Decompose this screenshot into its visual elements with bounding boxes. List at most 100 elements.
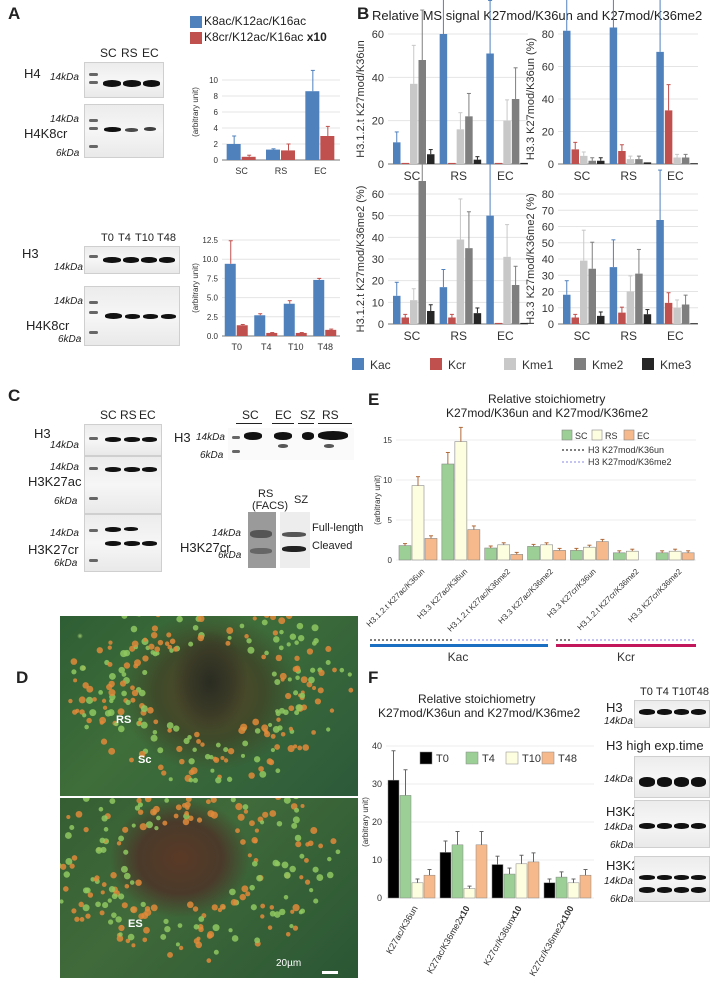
blot-label-h3k27cr-right: H3K27cr (180, 540, 231, 555)
bar (484, 547, 498, 561)
bar (511, 99, 520, 164)
bar (465, 116, 473, 164)
cell-nucleus (198, 916, 205, 922)
cell-nucleus (121, 690, 127, 697)
blot-label-h3k27cr: H3K27cr (28, 542, 79, 557)
mw-14kda: 14kDa (50, 72, 79, 83)
cell-nucleus (82, 798, 90, 802)
cell-nucleus (142, 669, 148, 676)
cell-nucleus (103, 827, 109, 832)
cell-nucleus (154, 826, 159, 831)
cell-nucleus (261, 619, 268, 626)
bar (612, 552, 626, 561)
cell-nucleus (163, 918, 169, 925)
bar (305, 91, 320, 160)
cell-nucleus (194, 731, 200, 738)
blot-label-h4: H4 (24, 66, 41, 81)
cell-nucleus (157, 747, 164, 754)
cell-nucleus (83, 826, 89, 833)
bar (681, 304, 690, 324)
cell-nucleus (283, 871, 291, 879)
y-tick-label: 60 (542, 222, 554, 234)
cell-nucleus (169, 648, 174, 653)
cell-nucleus (129, 757, 134, 763)
cell-nucleus (100, 890, 105, 895)
bar (463, 888, 476, 899)
chart-e-title: Relative stoichiometry (488, 392, 606, 406)
cell-nucleus (78, 901, 84, 908)
y-tick-label: 0 (378, 319, 384, 331)
x-tick-label: RS (620, 329, 637, 343)
bar (583, 546, 596, 561)
chart-a-bottom: 0.0 2.5 5.0 7.5 10.0 12.5 (arbitrary unit) T0 T4… (191, 236, 340, 352)
cell-nucleus (304, 879, 311, 885)
cell-nucleus (63, 886, 69, 892)
cell-nucleus (261, 654, 266, 660)
cell-nucleus (230, 899, 238, 906)
cell-nucleus (226, 627, 234, 635)
cell-nucleus (254, 728, 261, 734)
cell-nucleus (95, 901, 101, 908)
cell-nucleus (98, 690, 104, 695)
bar (399, 795, 412, 899)
cell-nucleus (111, 893, 118, 900)
blot-h4 (84, 62, 164, 98)
bar (588, 268, 596, 324)
label-sz: SZ (294, 494, 309, 506)
cell-nucleus (294, 834, 302, 842)
cell-nucleus (101, 882, 107, 887)
cell-nucleus (294, 640, 299, 645)
legend-swatch (352, 358, 364, 370)
cell-nucleus (60, 863, 67, 870)
bar (410, 300, 418, 324)
cell-nucleus (157, 639, 164, 646)
cell-nucleus (192, 906, 199, 912)
lane-ec: EC (275, 408, 292, 422)
legend-swatch (642, 358, 654, 370)
cell-nucleus (326, 871, 334, 879)
group-bar-kcr (556, 644, 696, 647)
cell-nucleus (69, 863, 75, 869)
legend-label: Kcr (448, 358, 466, 372)
cell-nucleus (119, 680, 127, 687)
cell-nucleus (184, 811, 189, 816)
cell-nucleus (130, 697, 136, 703)
bar (563, 294, 571, 324)
cell-nucleus (120, 865, 128, 873)
y-tick-label: 10 (372, 297, 384, 309)
bar (439, 287, 448, 324)
cell-nucleus (188, 758, 195, 765)
legend-swatch-k8cr (190, 32, 202, 44)
legend-swatch (465, 751, 479, 765)
cell-nucleus (131, 640, 139, 648)
cell-nucleus (137, 802, 143, 808)
cell-nucleus (295, 841, 302, 848)
cell-nucleus (183, 737, 190, 745)
bar (411, 485, 425, 561)
cell-nucleus (127, 933, 135, 941)
cell-nucleus (150, 734, 158, 742)
bar (580, 155, 588, 164)
cell-nucleus (173, 813, 179, 819)
y-tick-label: 15 (383, 436, 392, 445)
bar (266, 149, 280, 160)
x-tick-label: K27ac/K36un (384, 904, 420, 956)
y-tick-label: 10 (209, 76, 218, 85)
cell-nucleus (288, 705, 295, 712)
bar (673, 157, 681, 164)
x-tick-label: EC (667, 329, 684, 343)
cell-nucleus (162, 820, 168, 826)
x-tick-label: T0 (231, 342, 242, 352)
cell-nucleus (283, 798, 291, 804)
mw-14kda: 14kDa (604, 822, 633, 833)
bar (424, 538, 438, 561)
legend-label: Kme1 (522, 358, 554, 372)
cell-nucleus (181, 803, 187, 808)
cell-nucleus (66, 814, 71, 820)
lane-ec: EC (139, 408, 156, 422)
cell-nucleus (279, 672, 287, 680)
legend-swatch (419, 751, 433, 765)
mw-14kda: 14kDa (604, 716, 633, 727)
cell-nucleus (300, 676, 308, 684)
cell-nucleus (245, 891, 251, 897)
